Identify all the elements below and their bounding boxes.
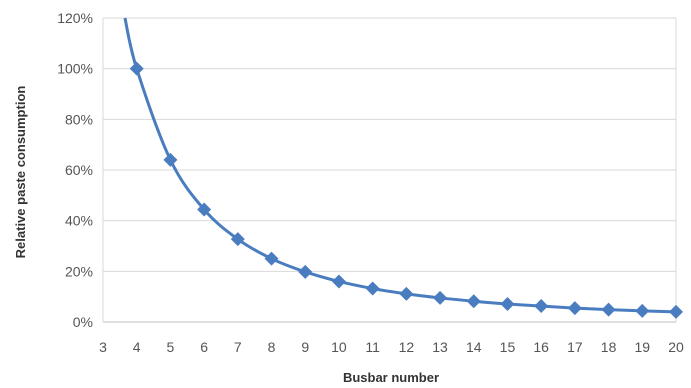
y-tick-label: 20% (65, 263, 93, 279)
y-tick-label: 40% (65, 213, 93, 229)
data-point-marker (567, 301, 582, 316)
series-line (123, 17, 677, 314)
data-point-marker (298, 264, 313, 279)
x-tick-label: 5 (167, 339, 175, 355)
x-tick-label: 10 (331, 339, 347, 355)
x-tick-label: 9 (301, 339, 309, 355)
x-tick-label: 18 (601, 339, 617, 355)
y-axis-tick-labels: 0% 20% 40% 60% 80% 100% 120% (57, 10, 93, 330)
series-markers (129, 61, 683, 319)
data-point-marker (399, 286, 414, 301)
y-tick-label: 100% (57, 61, 93, 77)
x-tick-label: 7 (234, 339, 242, 355)
x-tick-label: 19 (635, 339, 651, 355)
data-point-marker (669, 304, 683, 319)
data-point-marker (466, 294, 481, 309)
data-point-marker (534, 299, 549, 314)
y-tick-label: 0% (73, 314, 93, 330)
x-tick-label: 20 (668, 339, 684, 355)
y-tick-label: 60% (65, 162, 93, 178)
x-axis-title: Busbar number (343, 370, 439, 385)
data-point-marker (433, 290, 448, 305)
data-point-marker (264, 251, 279, 266)
data-point-marker (635, 303, 650, 318)
x-tick-label: 15 (500, 339, 516, 355)
x-axis-tick-labels: 3 4 5 6 7 8 9 10 11 12 13 14 15 16 17 18 19 20 (99, 339, 684, 355)
x-tick-label: 4 (133, 339, 141, 355)
x-tick-label: 11 (365, 339, 380, 355)
data-point-marker (601, 302, 616, 317)
x-tick-label: 14 (466, 339, 482, 355)
y-axis-title: Relative paste consumption (13, 86, 28, 259)
x-tick-label: 8 (268, 339, 276, 355)
x-tick-label: 13 (432, 339, 448, 355)
x-tick-label: 12 (399, 339, 415, 355)
x-tick-label: 6 (200, 339, 208, 355)
data-point-marker (331, 274, 346, 289)
gridlines (102, 17, 677, 323)
x-tick-label: 3 (99, 339, 107, 355)
data-point-marker (230, 232, 245, 247)
data-point-marker (500, 297, 515, 312)
data-point-marker (163, 152, 178, 167)
data-point-marker (365, 281, 380, 296)
y-tick-label: 80% (65, 111, 93, 127)
data-point-marker (197, 202, 212, 217)
x-tick-label: 17 (567, 339, 583, 355)
x-tick-label: 16 (533, 339, 549, 355)
data-point-marker (129, 61, 144, 76)
y-tick-label: 120% (57, 10, 93, 26)
